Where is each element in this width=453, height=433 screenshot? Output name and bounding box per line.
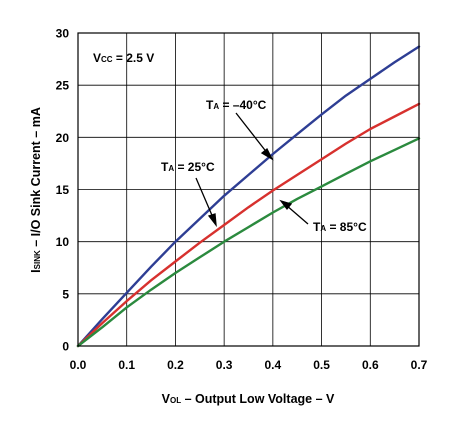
series-label-minus40-sub: A bbox=[213, 102, 219, 111]
x-axis-title-main: V bbox=[162, 392, 171, 406]
series-label-25: TA = 25°C bbox=[161, 160, 215, 174]
y-tick-label: 15 bbox=[56, 183, 70, 197]
x-axis-title-rest: – Output Low Voltage – V bbox=[181, 392, 335, 406]
vcc-annotation-rest: = 2.5 V bbox=[113, 51, 155, 65]
plot-frame bbox=[77, 32, 420, 347]
series-label-85-main: T bbox=[313, 220, 321, 234]
series-label-minus40-main: T bbox=[206, 98, 214, 112]
x-tick-label: 0.2 bbox=[167, 358, 184, 372]
arrow-25-line bbox=[195, 177, 215, 221]
series-line-0 bbox=[76, 45, 421, 348]
arrow-25-head bbox=[207, 213, 217, 228]
series-label-25-rest: = 25°C bbox=[174, 160, 215, 174]
x-tick-label: 0.5 bbox=[313, 358, 330, 372]
x-tick-label: 0.3 bbox=[216, 358, 233, 372]
vcc-annotation: VCC = 2.5 V bbox=[93, 51, 154, 65]
y-tick-label: 10 bbox=[56, 235, 70, 249]
y-tick-labels: 0 5 10 15 20 25 30 bbox=[56, 27, 70, 354]
x-tick-label: 0.0 bbox=[70, 358, 87, 372]
series-label-85-rest: = 85°C bbox=[326, 220, 367, 234]
y-axis-title: ISINK – I/O Sink Current – mA bbox=[29, 107, 43, 273]
vcc-annotation-sub: CC bbox=[101, 55, 113, 64]
series-line-2 bbox=[76, 137, 421, 348]
series-label-25-sub: A bbox=[168, 164, 174, 173]
series-label-25-main: T bbox=[161, 160, 169, 174]
arrow-85-line bbox=[285, 204, 309, 225]
y-tick-label: 20 bbox=[56, 131, 70, 145]
y-tick-label: 0 bbox=[62, 340, 69, 354]
x-axis-title-sub: OL bbox=[170, 396, 181, 405]
x-axis-title: VOL – Output Low Voltage – V bbox=[162, 392, 335, 406]
x-tick-label: 0.4 bbox=[265, 358, 282, 372]
y-axis-title-sub: SINK bbox=[33, 250, 42, 269]
y-tick-label: 25 bbox=[56, 79, 70, 93]
arrow-minus40-line bbox=[235, 112, 269, 155]
data-curves bbox=[76, 45, 421, 348]
pointer-arrows bbox=[195, 112, 309, 228]
y-tick-label: 30 bbox=[56, 27, 70, 41]
arrow-85-head bbox=[279, 199, 293, 211]
x-tick-labels: 0.0 0.1 0.2 0.3 0.4 0.5 0.6 0.7 bbox=[70, 358, 428, 372]
arrow-minus40-head bbox=[260, 147, 274, 161]
series-label-minus40: TA = –40°C bbox=[206, 98, 267, 112]
x-tick-label: 0.6 bbox=[362, 358, 379, 372]
y-axis-title-main: I bbox=[29, 269, 43, 272]
series-line-1 bbox=[76, 102, 421, 348]
x-tick-label: 0.7 bbox=[411, 358, 428, 372]
vcc-annotation-main: V bbox=[93, 51, 101, 65]
x-tick-label: 0.1 bbox=[118, 358, 135, 372]
series-label-minus40-rest: = –40°C bbox=[219, 98, 266, 112]
y-tick-label: 5 bbox=[62, 287, 69, 301]
series-label-85-sub: A bbox=[320, 224, 326, 233]
y-axis-title-rest: – I/O Sink Current – mA bbox=[29, 107, 43, 250]
series-label-85: TA = 85°C bbox=[313, 220, 367, 234]
